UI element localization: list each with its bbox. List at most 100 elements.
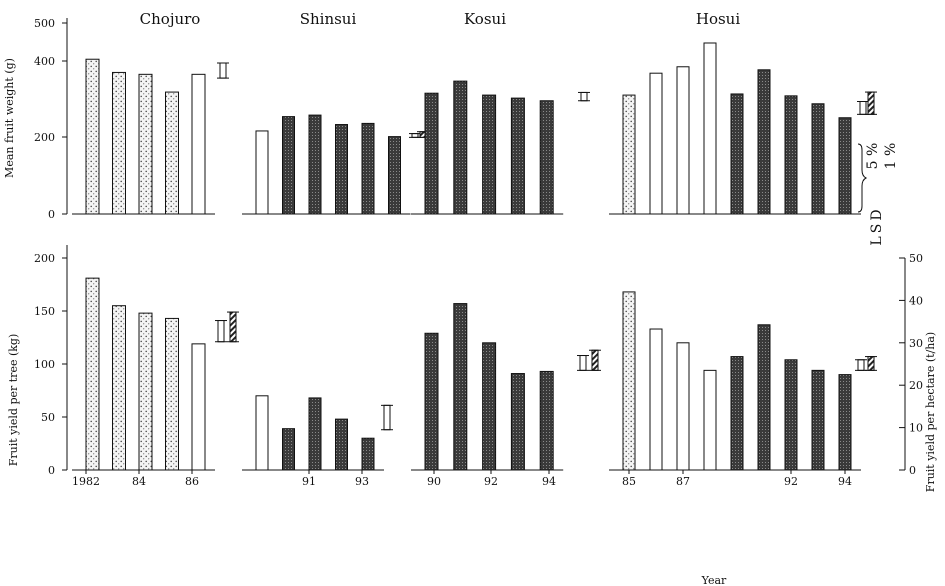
bar — [784, 359, 798, 471]
bar — [784, 95, 798, 215]
bar — [539, 100, 554, 215]
bar — [453, 303, 468, 471]
bar — [676, 66, 690, 215]
yield-chart: 0 50 100 150 200 0 10 20 30 40 50 Fruit yield per… — [7, 245, 937, 586]
panel-weight-3: Hosui — [609, 10, 877, 215]
bar — [622, 291, 636, 471]
x-tick-label: 1982 — [72, 475, 100, 488]
bar — [255, 395, 269, 471]
bar — [539, 370, 554, 471]
yield-y2-axis: 0 10 20 30 40 50 — [899, 252, 923, 477]
bar — [255, 130, 269, 215]
lsd-5pct-bar — [855, 359, 867, 371]
x-tick-label: 86 — [185, 475, 199, 488]
bar — [510, 373, 525, 471]
bar — [361, 122, 375, 215]
bar — [165, 91, 179, 215]
bar — [703, 369, 717, 471]
bar — [757, 69, 771, 215]
bar — [730, 93, 744, 215]
lsd-1pct-bar — [227, 311, 239, 343]
y2-tick-label: 40 — [909, 294, 923, 307]
lsd-1pct-bar — [865, 356, 877, 371]
x-tick-label: 94 — [838, 475, 852, 488]
y-tick-label: 400 — [34, 55, 55, 68]
yield-y2-label: Fruit yield per hectare (t/ha) — [924, 332, 937, 492]
lsd-5pct-bar — [577, 355, 589, 371]
panel-weight-2: Kosui — [411, 10, 590, 215]
weight-chart: 0 200 400 500 Mean fruit weight (g) Chojuro… — [3, 10, 877, 221]
bar — [838, 117, 852, 215]
bar — [453, 80, 468, 215]
weight-y-axis: 0 200 400 500 — [34, 17, 68, 221]
bar — [361, 437, 375, 471]
bar — [308, 114, 322, 215]
bar — [335, 418, 348, 471]
bar — [85, 277, 100, 471]
bar — [138, 73, 153, 215]
bar — [510, 97, 525, 215]
y-tick-label: 200 — [34, 252, 55, 265]
panel-yield-2: 90 92 94 — [411, 303, 601, 488]
y2-tick-label: 0 — [909, 464, 916, 477]
x-tick-label: 93 — [355, 475, 369, 488]
bar — [191, 73, 206, 215]
lsd-5pct-bar — [578, 91, 590, 102]
lsd-5pct-bar — [409, 133, 421, 138]
x-tick-label: 90 — [427, 475, 441, 488]
y-tick-label: 50 — [41, 411, 55, 424]
bar — [482, 94, 497, 215]
y-tick-label: 100 — [34, 358, 55, 371]
bar — [622, 94, 636, 215]
y-tick-label: 0 — [48, 208, 55, 221]
bar — [138, 312, 153, 471]
lsd-1pct-bar — [865, 91, 877, 115]
x-tick-label: 92 — [484, 475, 498, 488]
weight-y-label: Mean fruit weight (g) — [3, 58, 16, 178]
y2-tick-label: 50 — [909, 252, 923, 265]
bar — [335, 124, 348, 215]
yield-y-label: Fruit yield per tree (kg) — [7, 334, 20, 467]
panel-title: Shinsui — [300, 10, 357, 28]
bar — [676, 342, 690, 471]
lsd-1pct-bar — [589, 349, 601, 371]
bar — [191, 343, 206, 471]
bar — [112, 305, 126, 471]
lsd-5pct-bar — [381, 404, 393, 431]
yield-y-axis: 0 50 100 150 200 — [34, 245, 68, 477]
panel-title: Hosui — [696, 10, 740, 28]
bar — [282, 428, 295, 471]
bar — [482, 342, 497, 471]
lsd-legend-title: LSD — [869, 206, 885, 245]
x-tick-label: 85 — [622, 475, 636, 488]
y-tick-label: 500 — [34, 17, 55, 30]
bar — [165, 317, 179, 471]
y-tick-label: 0 — [48, 464, 55, 477]
bar — [282, 116, 295, 215]
bar — [838, 374, 852, 471]
bar — [112, 71, 126, 215]
y-tick-label: 150 — [34, 305, 55, 318]
lsd-legend-entry-5pct: 5 % — [865, 143, 881, 170]
bar — [649, 72, 663, 215]
x-tick-label: 94 — [542, 475, 556, 488]
bar — [424, 332, 439, 471]
bar — [730, 356, 744, 471]
bar — [308, 397, 322, 471]
bar — [703, 42, 717, 215]
lsd-5pct-bar — [857, 101, 869, 115]
lsd-legend-entry-1pct: 1 % — [883, 143, 899, 170]
panel-title: Chojuro — [140, 10, 201, 28]
panel-weight-0: Chojuro — [72, 10, 229, 215]
y-tick-label: 200 — [34, 131, 55, 144]
x-tick-label: 87 — [676, 475, 690, 488]
bar — [424, 92, 439, 215]
bar — [388, 136, 401, 215]
x-tick-label: 92 — [784, 475, 798, 488]
bar — [811, 103, 825, 215]
y2-tick-label: 10 — [909, 422, 923, 435]
lsd-legend: LSD 5 % 1 % — [857, 143, 899, 246]
y2-tick-label: 30 — [909, 337, 923, 350]
x-tick-label: 91 — [302, 475, 316, 488]
